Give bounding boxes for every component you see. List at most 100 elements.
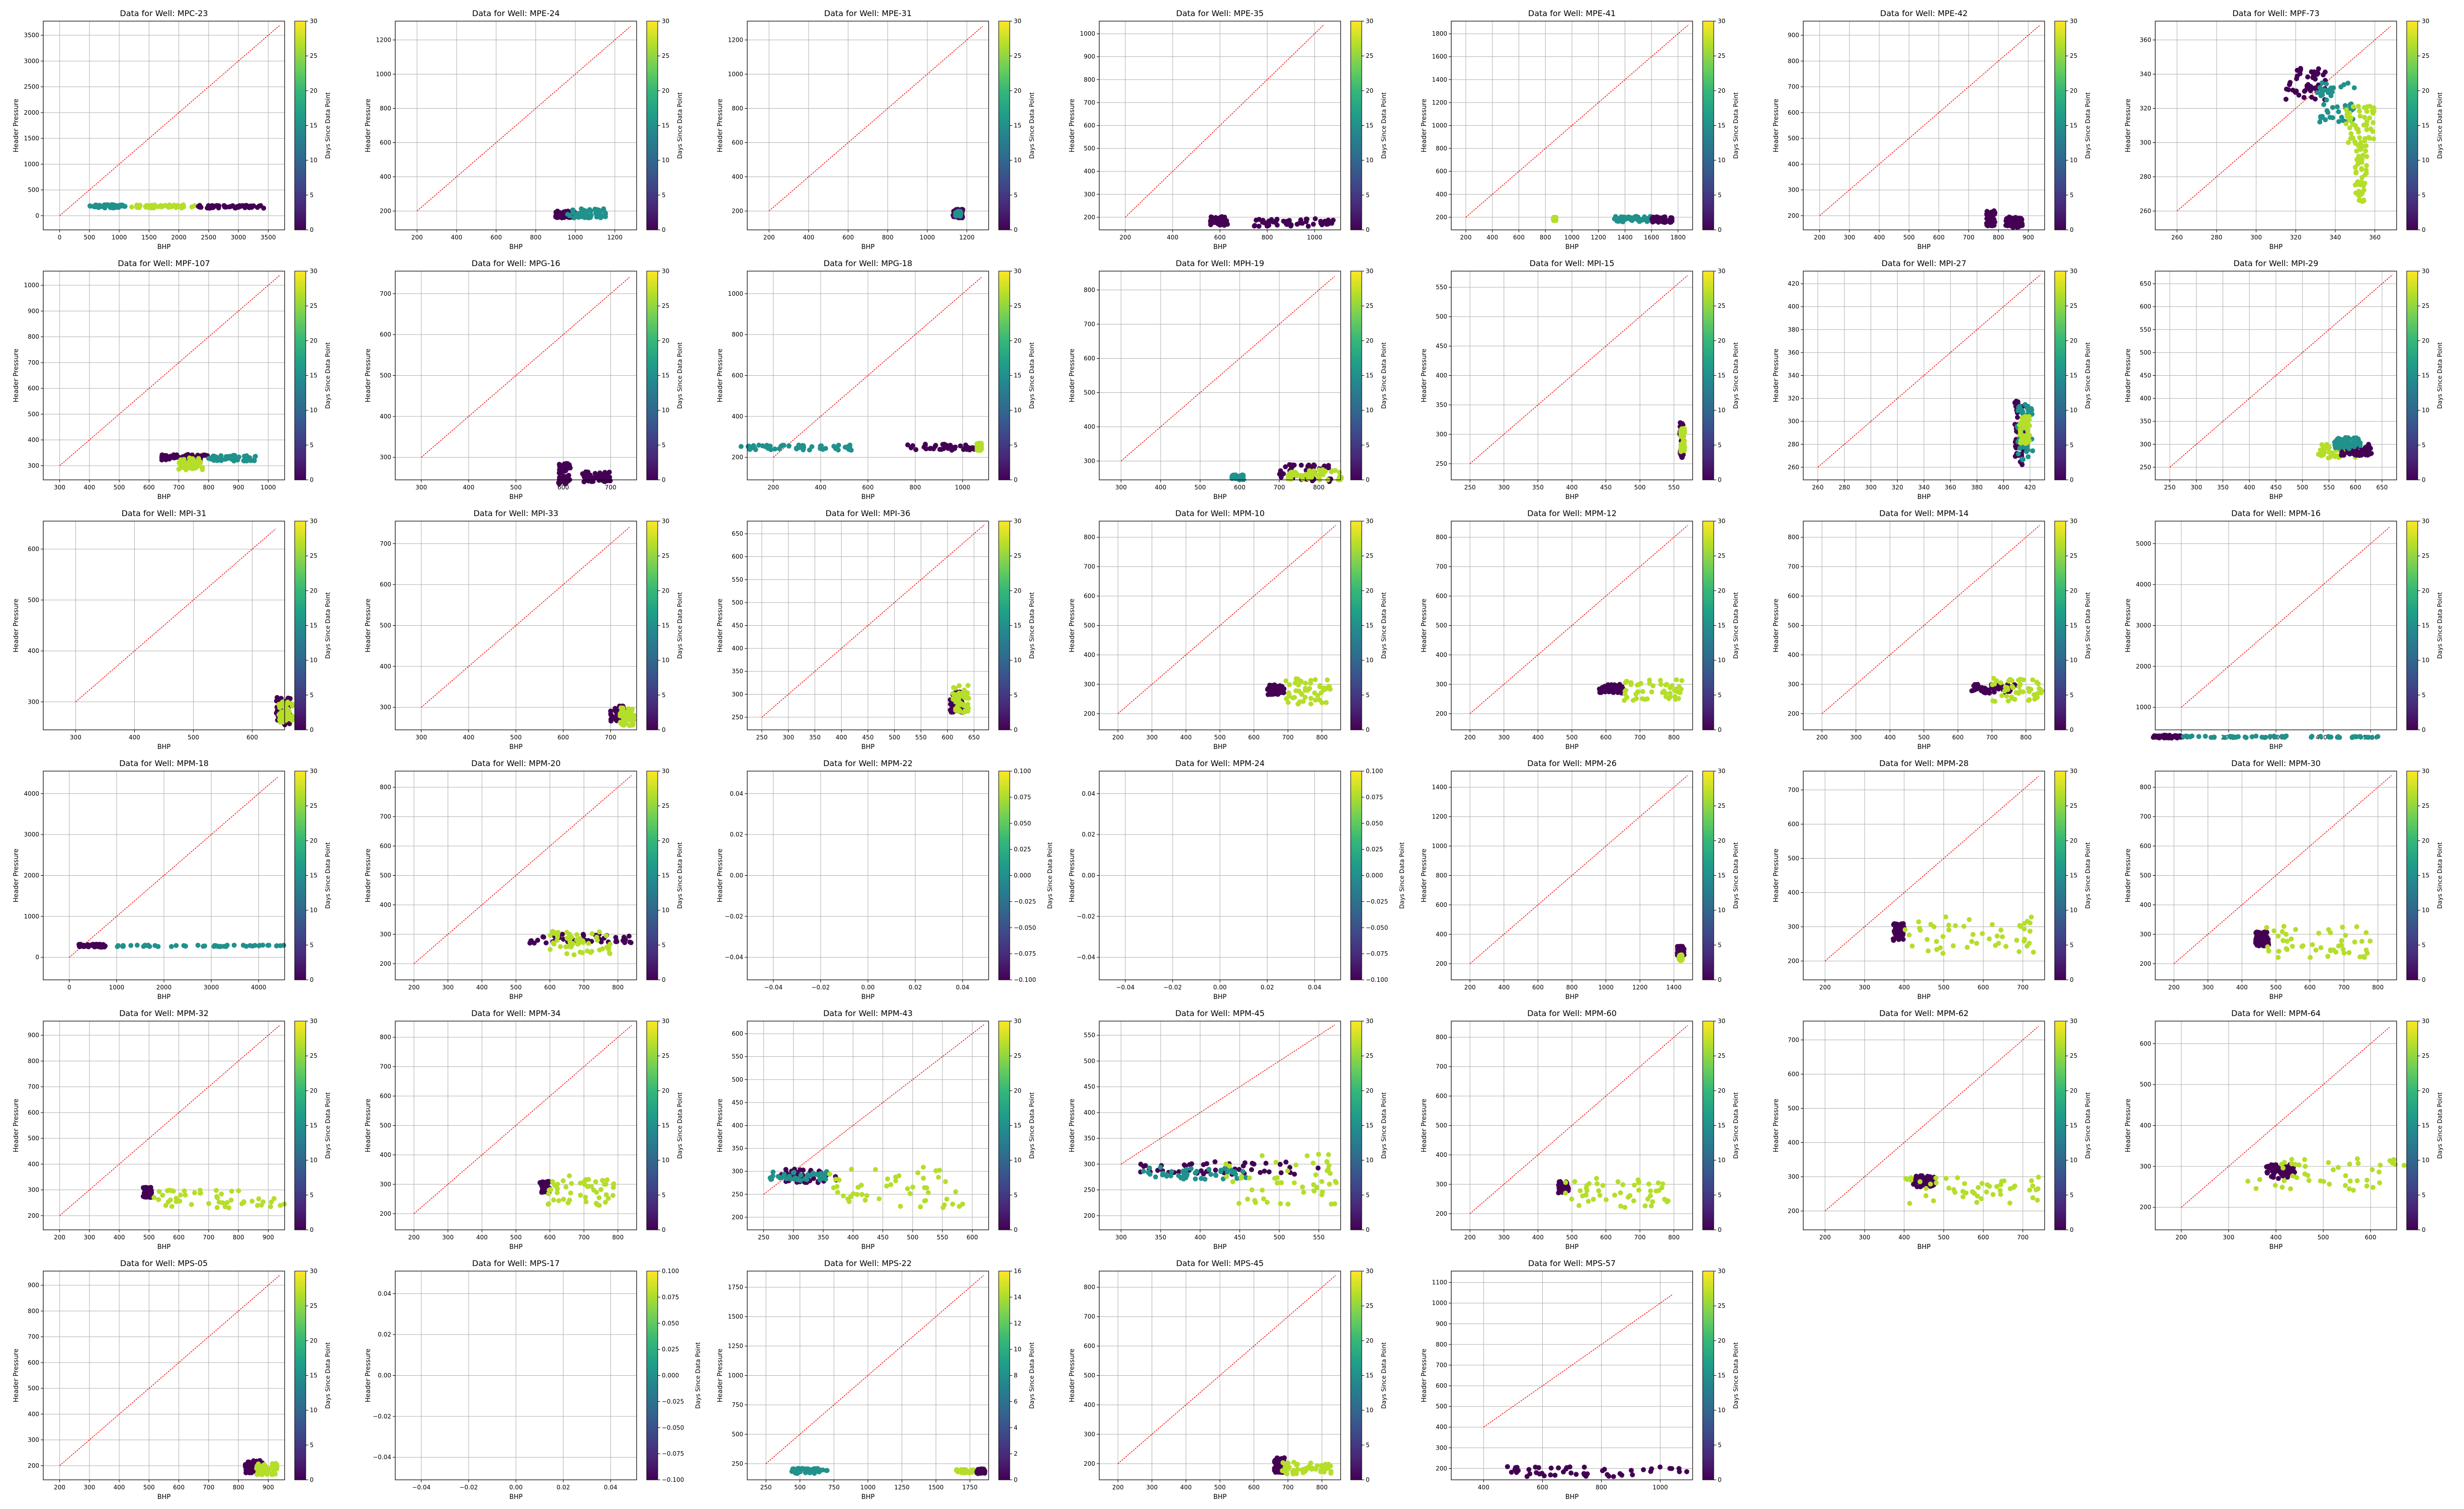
y-tick-label: 500 [1084, 145, 1095, 152]
colorbar-tick-label: −0.025 [1014, 898, 1036, 905]
x-tick-label: 280 [1838, 484, 1850, 491]
y-tick-label: 500 [380, 622, 391, 629]
data-point [2357, 143, 2362, 149]
data-point [1934, 939, 1939, 944]
colorbar-tick-label: 20 [1718, 337, 1725, 344]
data-point [2362, 115, 2367, 120]
data-point [1953, 923, 1958, 929]
data-point [2016, 404, 2021, 410]
colorbar-tick-label: 10 [662, 157, 669, 164]
colorbar-label: Days Since Data Point [324, 342, 331, 409]
data-point [573, 211, 578, 217]
data-point [173, 943, 179, 948]
data-point [1999, 693, 2004, 698]
y-tick-label: 500 [1084, 622, 1095, 629]
colorbar-tick-label: 25 [310, 302, 317, 309]
data-point [1239, 476, 1245, 481]
y-tick-label: 400 [28, 647, 39, 654]
data-point [2364, 154, 2369, 159]
data-point [1634, 696, 1639, 701]
data-point [1285, 700, 1291, 705]
data-point [1324, 685, 1330, 691]
data-point [2299, 944, 2305, 949]
data-point [2028, 920, 2033, 926]
y-tick-label: 500 [732, 599, 743, 606]
x-axis-label: BHP [509, 243, 523, 251]
axes-frame [1099, 21, 1341, 230]
data-point [251, 458, 257, 463]
x-tick-label: 600 [1248, 734, 1260, 741]
x-tick-label: 200 [1814, 234, 1825, 241]
data-point [1281, 686, 1287, 692]
x-tick-label: 450 [1600, 484, 1612, 491]
colorbar-tick-label: −0.100 [1366, 976, 1388, 983]
data-point [2271, 733, 2277, 739]
colorbar-tick-label: 25 [662, 802, 669, 809]
subplot-title: Data for Well: MPM-34 [471, 1009, 561, 1018]
colorbar-tick-label: 10 [2422, 157, 2429, 164]
data-point [1649, 689, 1654, 695]
y-axis-label: Header Pressure [1773, 99, 1780, 152]
data-point [115, 944, 120, 949]
data-point [1991, 689, 1997, 695]
data-point [1293, 688, 1299, 694]
y-tick-label: 1500 [24, 135, 39, 142]
data-point [2348, 131, 2354, 136]
data-point [745, 444, 751, 449]
x-tick-label: 800 [2372, 984, 2384, 991]
y-tick-label: 1400 [1432, 76, 1447, 83]
y-tick-label: 550 [732, 576, 743, 583]
y-tick-label: 800 [1788, 534, 1799, 541]
data-point [1989, 922, 1995, 927]
data-point [2301, 95, 2307, 100]
data-point [1312, 216, 1318, 221]
colorbar-label: Days Since Data Point [2084, 842, 2091, 909]
y-tick-label: 700 [28, 1083, 39, 1091]
data-point [586, 941, 591, 946]
x-axis-label: BHP [509, 993, 523, 1001]
data-point [2196, 734, 2202, 739]
colorbar [646, 21, 658, 230]
data-point [1909, 943, 1915, 949]
subplot-title: Data for Well: MPC-23 [120, 9, 208, 18]
data-point [244, 458, 249, 464]
y-tick-label: 1000 [1080, 30, 1095, 37]
data-point [2014, 938, 2019, 943]
y-tick-label: 550 [2140, 326, 2151, 333]
data-point [2016, 949, 2022, 954]
data-point [111, 202, 116, 208]
x-axis-label: BHP [157, 1243, 171, 1251]
data-point [1614, 218, 1620, 224]
colorbar-tick-label: 5 [310, 942, 314, 949]
colorbar-tick-label: 20 [310, 837, 317, 844]
data-point [233, 455, 239, 460]
colorbar-label: Days Since Data Point [1380, 592, 1387, 659]
data-point [2347, 125, 2352, 131]
x-tick-label: 700 [203, 1234, 214, 1241]
data-point [2366, 444, 2372, 449]
data-point [2262, 939, 2268, 945]
data-point [2337, 446, 2342, 451]
data-point [625, 714, 630, 719]
colorbar-tick-label: 15 [1014, 122, 1021, 129]
data-point [548, 947, 553, 952]
data-point [550, 929, 555, 934]
colorbar-tick-label: 5 [310, 1192, 314, 1199]
data-point [1917, 926, 1922, 931]
data-point [219, 1191, 224, 1197]
y-tick-label: 500 [1436, 622, 1447, 629]
colorbar-tick-label: 15 [662, 872, 669, 879]
x-tick-label: 600 [1214, 234, 1226, 241]
data-point [1998, 928, 2004, 933]
colorbar-tick-label: 30 [2422, 268, 2429, 275]
subplot-title: Data for Well: MPF-73 [2232, 9, 2319, 18]
data-point [561, 462, 567, 467]
data-point [2315, 70, 2320, 75]
data-point [129, 204, 134, 210]
data-point [160, 1193, 165, 1198]
y-tick-label: 1000 [376, 70, 391, 77]
data-point [589, 931, 595, 937]
y-tick-label: 200 [1084, 214, 1095, 221]
axes-frame [395, 271, 637, 480]
data-point [1623, 215, 1628, 220]
